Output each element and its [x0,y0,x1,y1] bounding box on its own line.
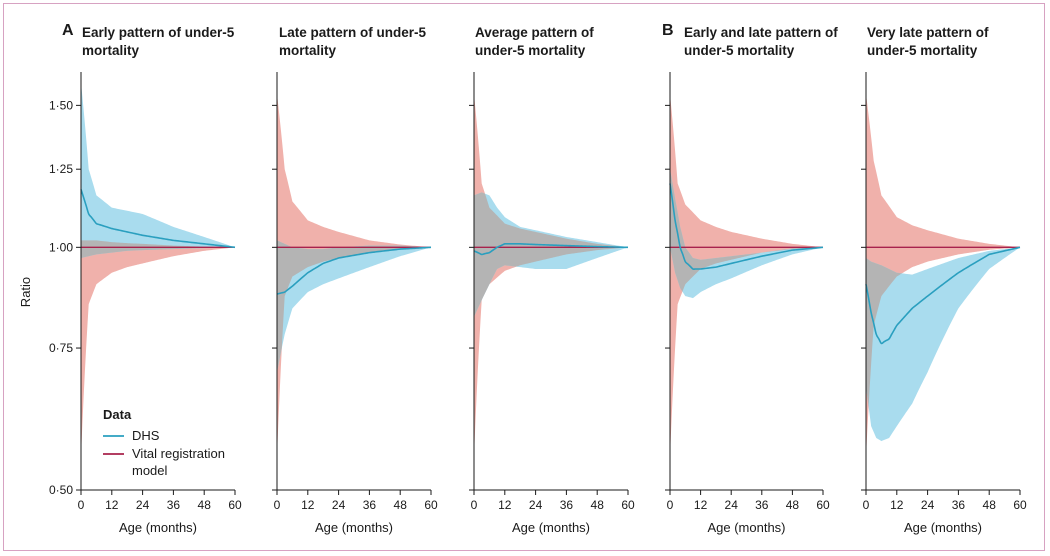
x-tick-label: 0 [274,498,281,512]
x-tick-label: 0 [471,498,478,512]
x-axis-label: Age (months) [119,520,197,535]
x-tick-label: 48 [394,498,408,512]
band-overlap [670,169,823,299]
figure-frame [3,3,1045,551]
dhs-line [80,189,236,249]
panel-4: 0 12 24 36 48 60 Age (months) [665,72,830,535]
panel-5-title-line-1: Very late pattern of [867,25,989,40]
x-tick-label: 48 [591,498,605,512]
x-tick-label: 36 [560,498,574,512]
panel-5-title-line-2: under-5 mortality [867,43,978,58]
dhs-line [473,242,629,256]
dhs-line [865,246,1021,345]
x-tick-label: 0 [78,498,85,512]
dhs-line [276,246,432,295]
x-tick-label: 48 [198,498,212,512]
x-tick-label: 60 [228,498,242,512]
panel-3-title-line-2: under-5 mortality [475,43,586,58]
dhs-confidence-band [81,82,235,258]
legend-vr-label-line-2: model [132,463,168,478]
x-axis-label: Age (months) [315,520,393,535]
x-tick-label: 24 [136,498,150,512]
y-tick-label: 1·25 [49,162,73,176]
x-tick-label: 48 [786,498,800,512]
x-tick-label: 36 [363,498,377,512]
x-tick-label: 36 [167,498,181,512]
x-tick-label: 0 [863,498,870,512]
y-axis-label: Ratio [18,277,33,307]
panel-letter-a: A [62,22,74,39]
x-tick-label: 48 [983,498,997,512]
x-tick-label: 36 [952,498,966,512]
legend-dhs-label: DHS [132,428,160,443]
panel-4-title-line-2: under-5 mortality [684,43,795,58]
panel-2: 0 12 24 36 48 60 Age (months) [272,72,438,535]
x-tick-label: 60 [816,498,830,512]
dhs-line [669,183,824,270]
x-tick-label: 36 [755,498,769,512]
panel-letter-b: B [662,22,674,39]
legend-vr-label-line-1: Vital registration [132,446,225,461]
x-tick-label: 12 [498,498,512,512]
y-tick-label: 1·00 [49,240,73,254]
dhs-confidence-band [277,240,431,373]
panel-1-title-line-1: Early pattern of under-5 [82,25,235,40]
x-tick-label: 12 [105,498,119,512]
x-axis-label: Age (months) [904,520,982,535]
x-tick-label: 60 [424,498,438,512]
x-tick-label: 12 [301,498,315,512]
x-tick-label: 12 [890,498,904,512]
x-tick-label: 24 [725,498,739,512]
panel-1-title-line-2: mortality [82,43,140,58]
legend: Data DHS Vital registration model [103,407,225,478]
y-tick-label: 0·75 [49,341,73,355]
dhs-confidence-band [866,247,1020,442]
legend-title: Data [103,407,132,422]
panel-4-title-line-1: Early and late pattern of [684,25,838,40]
x-tick-label: 24 [332,498,346,512]
vr-confidence-band [474,93,628,457]
y-tick-label: 1·50 [49,98,73,112]
panel-2-title-line-2: mortality [279,43,337,58]
x-tick-label: 24 [921,498,935,512]
x-tick-label: 60 [1013,498,1027,512]
panel-1: 0·50 0·75 1·00 1·25 1·50 0 12 24 36 48 60 Age (mont… [49,72,242,535]
panel-3: 0 12 24 36 48 60 Age (months) [469,72,635,535]
x-axis-label: Age (months) [707,520,785,535]
x-tick-label: 60 [621,498,635,512]
y-tick-label: 0·50 [49,483,73,497]
x-tick-label: 12 [694,498,708,512]
panels: 0·50 0·75 1·00 1·25 1·50 0 12 24 36 48 60 Age (mont… [49,72,1027,535]
panel-5: 0 12 24 36 48 60 Age (months) [861,72,1027,535]
panel-3-title-line-1: Average pattern of [475,25,594,40]
x-tick-label: 24 [529,498,543,512]
vr-confidence-band [81,240,235,457]
panel-2-title-line-1: Late pattern of under-5 [279,25,427,40]
x-axis-label: Age (months) [512,520,590,535]
x-tick-label: 0 [667,498,674,512]
